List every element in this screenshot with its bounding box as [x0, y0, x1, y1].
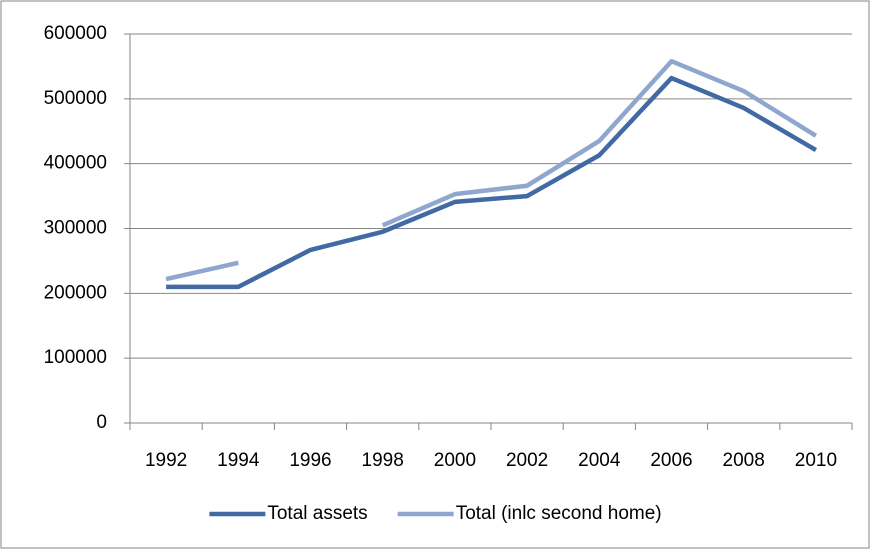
x-tick-label: 1998 [362, 450, 404, 471]
x-tick-label: 2006 [650, 450, 692, 471]
legend-label: Total (inlc second home) [456, 503, 662, 524]
y-tick-label: 600000 [44, 23, 107, 44]
series-line [166, 75, 818, 290]
series-line [165, 58, 818, 282]
y-tick-label: 400000 [44, 153, 107, 174]
y-tick-label: 200000 [44, 282, 107, 303]
y-tick-label: 0 [96, 412, 107, 433]
x-tick-label: 1996 [289, 450, 331, 471]
x-tick-label: 2000 [434, 450, 476, 471]
legend-label: Total assets [267, 503, 367, 524]
y-tick-label: 300000 [44, 218, 107, 239]
x-tick-label: 1994 [217, 450, 260, 471]
x-tick-label: 2004 [578, 450, 621, 471]
y-tick-label: 100000 [44, 347, 107, 368]
x-tick-label: 1992 [145, 450, 187, 471]
x-tick-label: 2008 [723, 450, 765, 471]
y-tick-label: 500000 [44, 88, 107, 109]
x-tick-label: 2002 [506, 450, 548, 471]
x-tick-label: 2010 [795, 450, 837, 471]
